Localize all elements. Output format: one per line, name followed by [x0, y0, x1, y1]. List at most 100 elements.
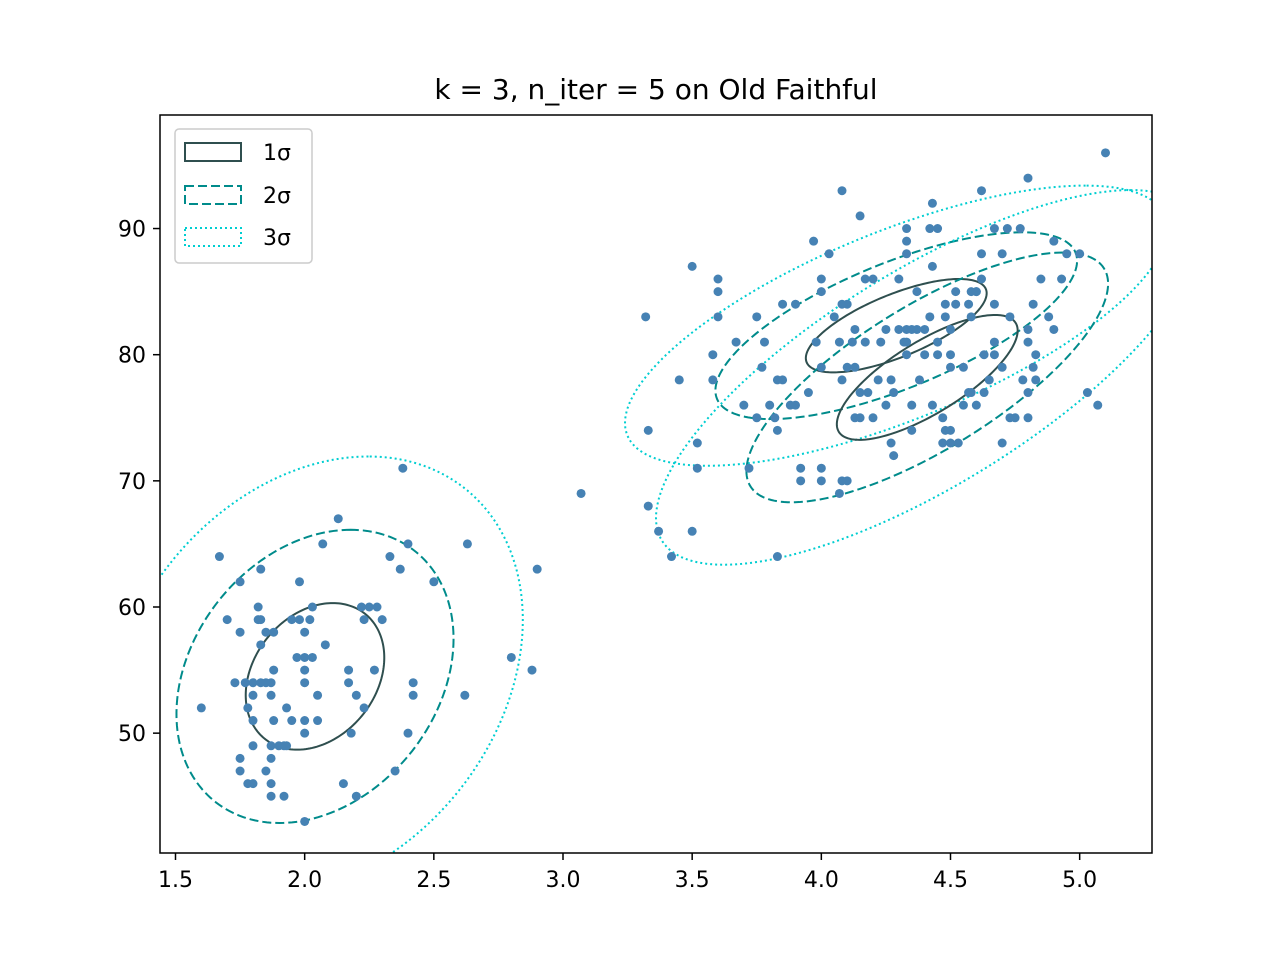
- x-tick-label: 2.5: [416, 868, 451, 893]
- x-tick-label: 1.5: [158, 868, 193, 893]
- data-point: [873, 375, 883, 385]
- data-point: [403, 728, 413, 738]
- data-point: [266, 741, 276, 751]
- data-point: [811, 337, 821, 347]
- data-point: [357, 602, 366, 612]
- data-point: [641, 312, 651, 322]
- data-point: [997, 362, 1007, 372]
- data-point: [359, 703, 369, 713]
- data-point: [1031, 350, 1041, 360]
- x-tick-label: 4.0: [804, 868, 839, 893]
- data-point: [295, 615, 304, 625]
- data-point: [889, 388, 899, 398]
- data-point: [868, 413, 878, 423]
- data-point: [902, 236, 912, 246]
- data-point: [256, 564, 266, 574]
- data-point: [855, 413, 865, 423]
- data-point: [933, 337, 943, 347]
- data-point: [305, 615, 315, 625]
- y-tick-label: 50: [118, 722, 146, 747]
- data-point: [674, 375, 684, 385]
- data-point: [300, 652, 310, 662]
- data-point: [752, 413, 762, 423]
- data-point: [772, 425, 782, 435]
- data-point: [881, 400, 891, 410]
- data-point: [687, 261, 697, 271]
- legend-swatch-3sigma: [184, 227, 242, 247]
- data-point: [837, 375, 847, 385]
- data-points: [196, 148, 1110, 826]
- data-point: [266, 791, 276, 801]
- y-axis: 50 60 70 80 90: [118, 218, 160, 747]
- data-point: [346, 728, 356, 738]
- data-point: [868, 274, 878, 284]
- data-point: [860, 274, 870, 284]
- data-point: [344, 678, 354, 688]
- data-point: [338, 779, 348, 789]
- data-point: [907, 400, 917, 410]
- data-point: [894, 274, 904, 284]
- data-point: [933, 224, 943, 234]
- data-point: [1101, 148, 1110, 158]
- legend-swatch-2sigma: [184, 185, 242, 205]
- data-point: [395, 564, 405, 574]
- data-point: [757, 362, 767, 372]
- data-point: [938, 413, 948, 423]
- data-point: [816, 463, 826, 473]
- ellipse-1sigma-component-3: [835, 313, 1019, 441]
- data-point: [256, 640, 266, 650]
- data-point: [889, 451, 899, 461]
- data-point: [1093, 400, 1103, 410]
- data-point: [708, 350, 718, 360]
- data-point: [997, 438, 1007, 448]
- data-point: [359, 615, 369, 625]
- data-point: [946, 362, 955, 372]
- data-point: [927, 261, 937, 271]
- data-point: [307, 652, 317, 662]
- data-point: [765, 400, 775, 410]
- y-tick-label: 80: [118, 344, 146, 369]
- data-point: [266, 678, 276, 688]
- x-tick-label: 3.5: [675, 868, 710, 893]
- data-point: [824, 249, 834, 259]
- data-point: [989, 299, 999, 309]
- data-point: [989, 350, 999, 360]
- data-point: [933, 350, 943, 360]
- data-point: [364, 602, 374, 612]
- data-point: [643, 425, 653, 435]
- data-point: [915, 375, 924, 385]
- x-tick-label: 3.0: [546, 868, 581, 893]
- data-point: [940, 312, 950, 322]
- ellipse-1sigma-component-1: [244, 602, 386, 751]
- data-point: [266, 690, 276, 700]
- data-point: [979, 350, 989, 360]
- data-point: [390, 766, 400, 776]
- ellipse-3sigma-component-1: [160, 455, 524, 853]
- data-point: [907, 425, 917, 435]
- data-point: [778, 375, 788, 385]
- legend-label-3sigma: 3σ: [263, 226, 291, 251]
- data-point: [1057, 274, 1067, 284]
- data-point: [307, 602, 317, 612]
- data-point: [654, 526, 664, 536]
- data-point: [287, 716, 297, 726]
- data-point: [1049, 236, 1059, 246]
- data-point: [894, 324, 904, 334]
- data-point: [1023, 324, 1033, 334]
- data-point: [385, 552, 395, 562]
- data-point: [320, 640, 330, 650]
- data-point: [462, 539, 472, 549]
- data-point: [527, 665, 537, 675]
- data-point: [951, 299, 961, 309]
- data-point: [731, 337, 741, 347]
- data-point: [282, 741, 292, 751]
- data-point: [816, 287, 826, 297]
- data-point: [1002, 224, 1012, 234]
- data-point: [946, 425, 955, 435]
- data-point: [295, 577, 304, 587]
- ellipse-2sigma-component-3: [745, 251, 1110, 504]
- data-point: [708, 375, 718, 385]
- data-point: [760, 337, 769, 347]
- y-tick-label: 90: [118, 218, 146, 243]
- data-point: [964, 299, 974, 309]
